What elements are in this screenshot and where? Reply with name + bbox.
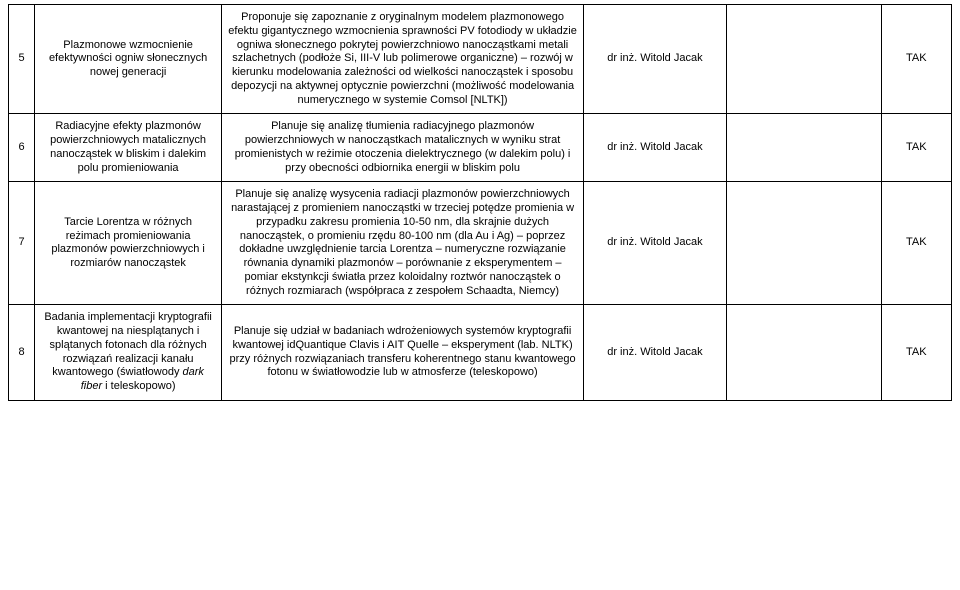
cell-yes: TAK <box>881 114 951 182</box>
cell-yes: TAK <box>881 182 951 305</box>
cell-topic: Plazmonowe wzmocnienie efektywności ogni… <box>35 5 222 114</box>
cell-advisor: dr inż. Witold Jacak <box>584 114 727 182</box>
cell-topic: Radiacyjne efekty plazmonów powierzchnio… <box>35 114 222 182</box>
cell-topic: Badania implementacji kryptografii kwant… <box>35 305 222 401</box>
cell-idx: 6 <box>9 114 35 182</box>
cell-yes: TAK <box>881 5 951 114</box>
cell-idx: 8 <box>9 305 35 401</box>
cell-advisor: dr inż. Witold Jacak <box>584 305 727 401</box>
cell-desc: Planuje się analizę tłumienia radiacyjne… <box>222 114 584 182</box>
cell-desc: Planuje się analizę wysycenia radiacji p… <box>222 182 584 305</box>
cell-advisor: dr inż. Witold Jacak <box>584 5 727 114</box>
cell-idx: 7 <box>9 182 35 305</box>
table-row: 8 Badania implementacji kryptografii kwa… <box>9 305 952 401</box>
page: 5 Plazmonowe wzmocnienie efektywności og… <box>0 0 960 590</box>
table-row: 6 Radiacyjne efekty plazmonów powierzchn… <box>9 114 952 182</box>
cell-gap <box>726 182 881 305</box>
cell-idx: 5 <box>9 5 35 114</box>
cell-desc: Proponuje się zapoznanie z oryginalnym m… <box>222 5 584 114</box>
table-body: 5 Plazmonowe wzmocnienie efektywności og… <box>9 5 952 401</box>
thesis-table: 5 Plazmonowe wzmocnienie efektywności og… <box>8 4 952 401</box>
cell-gap <box>726 305 881 401</box>
table-row: 5 Plazmonowe wzmocnienie efektywności og… <box>9 5 952 114</box>
cell-gap <box>726 114 881 182</box>
cell-topic: Tarcie Lorentza w różnych reżimach promi… <box>35 182 222 305</box>
table-row: 7 Tarcie Lorentza w różnych reżimach pro… <box>9 182 952 305</box>
cell-yes: TAK <box>881 305 951 401</box>
cell-gap <box>726 5 881 114</box>
cell-advisor: dr inż. Witold Jacak <box>584 182 727 305</box>
cell-desc: Planuje się udział w badaniach wdrożenio… <box>222 305 584 401</box>
